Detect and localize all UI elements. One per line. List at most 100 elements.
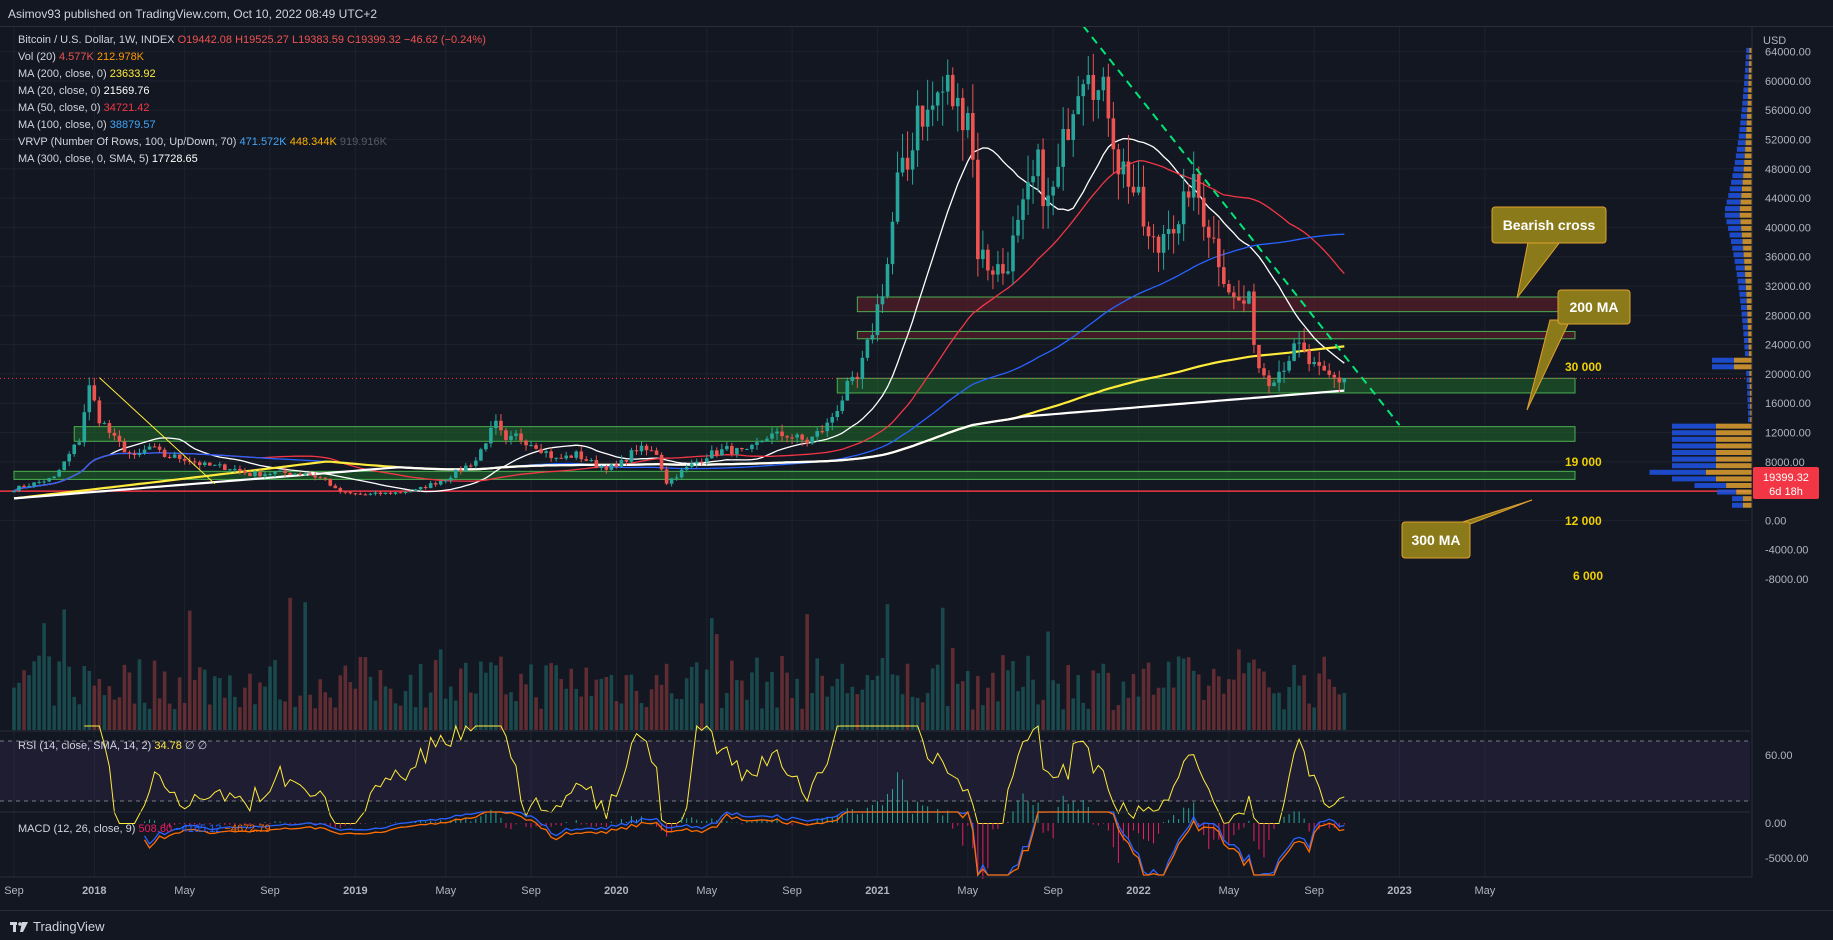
vrvp-up-42 — [1728, 225, 1742, 231]
volume-bar-257 — [1302, 675, 1306, 730]
bearish-callout-tail — [1516, 241, 1562, 299]
vrvp-down-64 — [1748, 80, 1752, 86]
legend-ma100-label: MA (100, close, 0) — [18, 119, 107, 131]
candle-body-171 — [870, 335, 875, 340]
volume-bar-155 — [790, 697, 794, 730]
volume-bar-40 — [213, 676, 217, 730]
volume-bar-90 — [464, 662, 468, 730]
candle-body-25 — [137, 452, 142, 455]
legend-high: H19525.27 — [235, 34, 289, 46]
volume-bar-50 — [263, 686, 267, 730]
candle-body-167 — [850, 376, 855, 381]
candle-body-73 — [378, 492, 383, 495]
candle-body-80 — [413, 489, 418, 492]
volume-bar-202 — [1026, 655, 1030, 730]
volume-bar-87 — [448, 686, 453, 730]
vrvp-up-63 — [1743, 87, 1749, 93]
candle-body-1 — [17, 485, 21, 491]
candle-body-127 — [649, 450, 654, 452]
volume-bar-158 — [805, 614, 809, 730]
legend-ma200-label: MA (200, close, 0) — [18, 68, 107, 80]
vrvp-down-63 — [1748, 87, 1752, 93]
volume-bar-111 — [569, 668, 574, 730]
candle-body-201 — [1021, 199, 1025, 220]
legend-symbol-row[interactable]: Bitcoin / U.S. Dollar, 1W, INDEX O19442.… — [18, 34, 486, 46]
chart-canvas[interactable]: 64000.00 60000.00 56000.00 52000.00 48000.00… — [0, 27, 1833, 909]
legend-macd-row[interactable]: MACD (12, 26, close, 9) 508.60 −4165.12 … — [18, 823, 271, 835]
legend-rsi-row[interactable]: RSI (14, close, SMA, 14, 2) 34.78 ∅ ∅ — [18, 739, 207, 752]
candle-body-129 — [659, 454, 664, 470]
candle-body-157 — [800, 434, 804, 440]
candle-body-49 — [258, 471, 262, 477]
vrvp-up-60 — [1741, 107, 1748, 113]
legend-ma20-row[interactable]: MA (20, close, 0) 21569.76 — [18, 85, 150, 97]
vrvp-up-65 — [1744, 74, 1749, 80]
candle-body-236 — [1196, 173, 1201, 198]
candle-body-196 — [996, 264, 1000, 275]
volume-bar-176 — [895, 675, 900, 730]
vrvp-down-22 — [1734, 357, 1752, 363]
volume-bar-26 — [142, 702, 147, 730]
zone-4 — [13, 470, 1576, 480]
vrvp-down-26 — [1748, 331, 1752, 337]
vrvp-down-39 — [1743, 245, 1752, 251]
volume-bar-22 — [122, 664, 127, 730]
candle-body-235 — [1191, 173, 1196, 198]
vrvp-up-53 — [1735, 153, 1745, 159]
candle-body-258 — [1307, 350, 1311, 365]
volume-bar-219 — [1111, 709, 1116, 730]
legend-macd-b: −4165.12 — [175, 823, 222, 835]
bearish-cross-callout[interactable]: Bearish cross — [1491, 206, 1607, 299]
candle-body-136 — [694, 461, 699, 464]
volume-bar-55 — [288, 597, 292, 730]
legend-ma50-row[interactable]: MA (50, close, 0) 34721.42 — [18, 102, 150, 114]
candle-body-116 — [594, 459, 599, 468]
volume-bars — [12, 597, 1347, 730]
volume-bar-88 — [453, 700, 458, 730]
volume-bar-77 — [398, 705, 403, 730]
vrvp-down-60 — [1747, 107, 1752, 113]
volume-bar-154 — [785, 672, 789, 730]
tradingview-logo[interactable]: TradingView — [10, 919, 105, 934]
candle-body-56 — [293, 473, 297, 476]
legend-volume-row[interactable]: Vol (20) 4.577K 212.978K — [18, 51, 144, 63]
legend-ma200-row[interactable]: MA (200, close, 0) 23633.92 — [18, 68, 156, 80]
volume-bar-216 — [1096, 673, 1101, 730]
candle-body-140 — [715, 450, 719, 456]
candle-body-62 — [323, 477, 328, 479]
volume-bar-247 — [1252, 659, 1256, 730]
ma300-callout[interactable]: 300 MA — [1401, 499, 1533, 559]
legend-ma300-row[interactable]: MA (300, close, 0, SMA, 5) 17728.65 — [18, 153, 198, 165]
ma200-callout[interactable]: 200 MA — [1526, 289, 1631, 411]
candle-body-134 — [684, 466, 689, 470]
volume-bar-224 — [1136, 696, 1141, 730]
candle-body-241 — [1222, 267, 1226, 284]
volume-bar-261 — [1322, 656, 1327, 730]
volume-bar-85 — [438, 649, 443, 730]
volume-bar-172 — [875, 675, 880, 730]
vrvp-up-22 — [1712, 357, 1734, 363]
time-axis[interactable]: Sep 2018 May Sep 2019 May Sep 2020 May Sep 2021 May… — [0, 876, 1752, 897]
price-axis[interactable]: 64000.00 60000.00 56000.00 52000.00 48000.00… — [1751, 27, 1811, 877]
candle-body-72 — [373, 492, 378, 494]
volume-bar-8 — [52, 705, 56, 730]
candle-body-135 — [689, 463, 694, 467]
candle-body-180 — [915, 105, 920, 151]
volume-bar-203 — [1031, 679, 1035, 730]
volume-bar-264 — [1337, 694, 1342, 730]
volume-bar-107 — [549, 663, 553, 730]
vrvp-up-13 — [1748, 417, 1751, 423]
time-label-13: 2022 — [1126, 885, 1150, 897]
macd-signal-line — [143, 810, 1345, 877]
candle-body-104 — [534, 445, 538, 449]
volume-bar-228 — [1156, 687, 1161, 730]
time-label-7: 2020 — [604, 885, 628, 897]
volume-bar-210 — [1066, 664, 1070, 730]
volume-bar-58 — [303, 602, 307, 730]
macd-tick-0: 0.00 — [1765, 818, 1786, 830]
legend-vrvp-row[interactable]: VRVP (Number Of Rows, 100, Up/Down, 70) … — [18, 136, 387, 148]
volume-bar-4 — [32, 661, 36, 730]
candle-body-153 — [780, 431, 784, 437]
price-tick-4: 48000.00 — [1765, 164, 1811, 176]
legend-ma100-row[interactable]: MA (100, close, 0) 38879.57 — [18, 119, 156, 131]
